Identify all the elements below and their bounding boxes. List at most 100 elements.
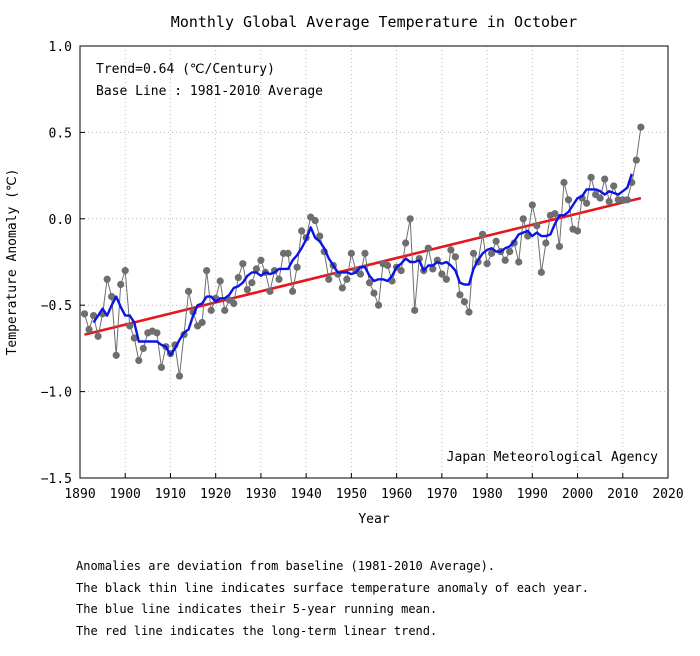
annual-anomaly-point	[573, 227, 582, 235]
annual-anomaly-point	[587, 173, 595, 181]
chart-title: Monthly Global Average Temperature in Oc…	[171, 13, 577, 31]
annual-anomaly-point	[126, 322, 134, 330]
annual-anomaly-point	[506, 248, 514, 256]
annual-anomaly-point	[207, 306, 215, 314]
annual-anomaly-point	[492, 237, 500, 245]
annual-anomaly-point	[94, 332, 102, 340]
annual-anomaly-point	[298, 227, 306, 235]
annual-anomaly-point	[338, 284, 346, 292]
annual-series-layer	[80, 123, 645, 380]
y-tick-label: −1.5	[41, 472, 72, 487]
x-tick-label: 1950	[336, 487, 367, 502]
annual-anomaly-point	[555, 242, 564, 251]
annual-anomaly-point	[85, 325, 93, 333]
annual-anomaly-point	[266, 287, 274, 295]
annual-anomaly-point	[564, 196, 573, 204]
annual-anomaly-point	[365, 279, 374, 287]
annual-anomaly-point	[198, 318, 206, 327]
x-tick-label: 1900	[110, 487, 141, 502]
grid-lines	[80, 46, 668, 478]
annual-anomaly-point	[184, 287, 193, 295]
annual-anomaly-point	[483, 260, 491, 268]
annual-anomaly-point	[551, 210, 559, 218]
annual-anomaly-point	[447, 246, 455, 254]
annual-anomaly-point	[356, 270, 365, 278]
x-tick-label: 1910	[155, 487, 186, 502]
annual-anomaly-point	[239, 260, 247, 268]
x-axis-ticks: 1890 1900 1910 1920 1930 1940 1950 1960 1970 1980…	[64, 473, 684, 502]
annual-anomaly-point	[370, 289, 378, 297]
annual-anomaly-point	[252, 265, 260, 273]
annual-anomaly-point	[275, 275, 283, 283]
y-axis-ticks: 1.0 0.5 0.0 −0.5 −1.0 −1.5	[41, 40, 85, 487]
annual-anomaly-point	[293, 263, 301, 271]
y-tick-label: 0.0	[49, 213, 72, 228]
annual-anomaly-point	[397, 267, 405, 275]
annual-anomaly-point	[411, 306, 419, 314]
source-annotation: Japan Meteorological Agency	[447, 450, 658, 465]
note-trend: The red line indicates the long-term lin…	[76, 623, 438, 638]
y-axis-label: Temperature Anomaly (℃)	[5, 169, 20, 356]
annual-anomaly-point	[406, 215, 414, 223]
y-tick-label: −1.0	[41, 386, 72, 401]
annual-anomaly-point	[605, 197, 613, 206]
note-running-mean: The blue line indicates their 5-year run…	[76, 602, 438, 616]
annual-anomaly-point	[478, 230, 487, 238]
annual-anomaly-point	[637, 123, 645, 131]
trend-annotation: Trend=0.64 (℃/Century)	[96, 62, 275, 77]
annual-anomaly-point	[284, 249, 292, 257]
annual-anomaly-point	[383, 261, 392, 270]
annual-anomaly-point	[519, 215, 527, 223]
annual-anomaly-point	[230, 299, 238, 308]
annual-anomaly-point	[424, 244, 432, 252]
annual-anomaly-point	[80, 310, 89, 318]
annual-anomaly-point	[221, 306, 229, 314]
annual-anomaly-point	[582, 199, 591, 207]
annual-anomaly-point	[501, 256, 509, 264]
running-mean-layer	[92, 173, 633, 357]
annual-anomaly-point	[153, 329, 161, 337]
annual-anomaly-point	[89, 311, 98, 320]
notes-list: Anomalies are deviation from baseline (1…	[76, 556, 589, 642]
annual-anomaly-point	[175, 372, 184, 380]
annual-anomaly-point	[465, 308, 473, 316]
plot-frame	[79, 45, 669, 479]
annual-anomaly-point	[130, 334, 138, 342]
annual-anomaly-point	[632, 156, 640, 164]
annual-anomaly-point	[117, 280, 125, 289]
y-tick-label: 1.0	[49, 40, 72, 55]
annual-anomaly-point	[537, 268, 545, 276]
annual-anomaly-point	[456, 291, 464, 299]
annual-anomaly-point	[157, 363, 166, 372]
y-tick-label: 0.5	[49, 126, 72, 141]
annual-anomaly-point	[601, 175, 609, 183]
x-tick-label: 1920	[200, 487, 231, 502]
annual-anomaly-point	[234, 273, 242, 282]
annual-anomaly-point	[438, 270, 446, 278]
annual-anomaly-point	[203, 267, 211, 275]
annual-anomaly-point	[216, 277, 224, 285]
annual-anomaly-point	[243, 286, 251, 294]
x-tick-label: 2010	[607, 487, 638, 502]
annual-anomaly-point	[374, 301, 383, 309]
annual-anomaly-point	[139, 344, 147, 352]
annual-anomaly-line	[84, 127, 642, 377]
annual-anomaly-point	[108, 292, 116, 301]
note-annual-line: The black thin line indicates surface te…	[76, 580, 589, 595]
y-tick-label: −0.5	[41, 299, 72, 314]
baseline-annotation: Base Line : 1981-2010 Average	[96, 84, 323, 99]
annual-anomaly-point	[429, 265, 437, 273]
annual-anomaly-point	[112, 351, 120, 359]
annual-anomaly-point	[442, 275, 450, 283]
annual-anomaly-point	[488, 249, 496, 257]
annual-anomaly-point	[248, 279, 256, 287]
annual-anomaly-point	[460, 298, 469, 306]
x-tick-label: 1890	[64, 487, 95, 502]
x-tick-label: 1990	[517, 487, 548, 502]
x-axis-label: Year	[358, 512, 389, 527]
annual-anomaly-point	[533, 222, 541, 230]
x-tick-label: 1930	[245, 487, 276, 502]
annual-anomaly-point	[560, 178, 568, 187]
x-tick-label: 1980	[471, 487, 502, 502]
annual-anomaly-point	[343, 275, 351, 283]
